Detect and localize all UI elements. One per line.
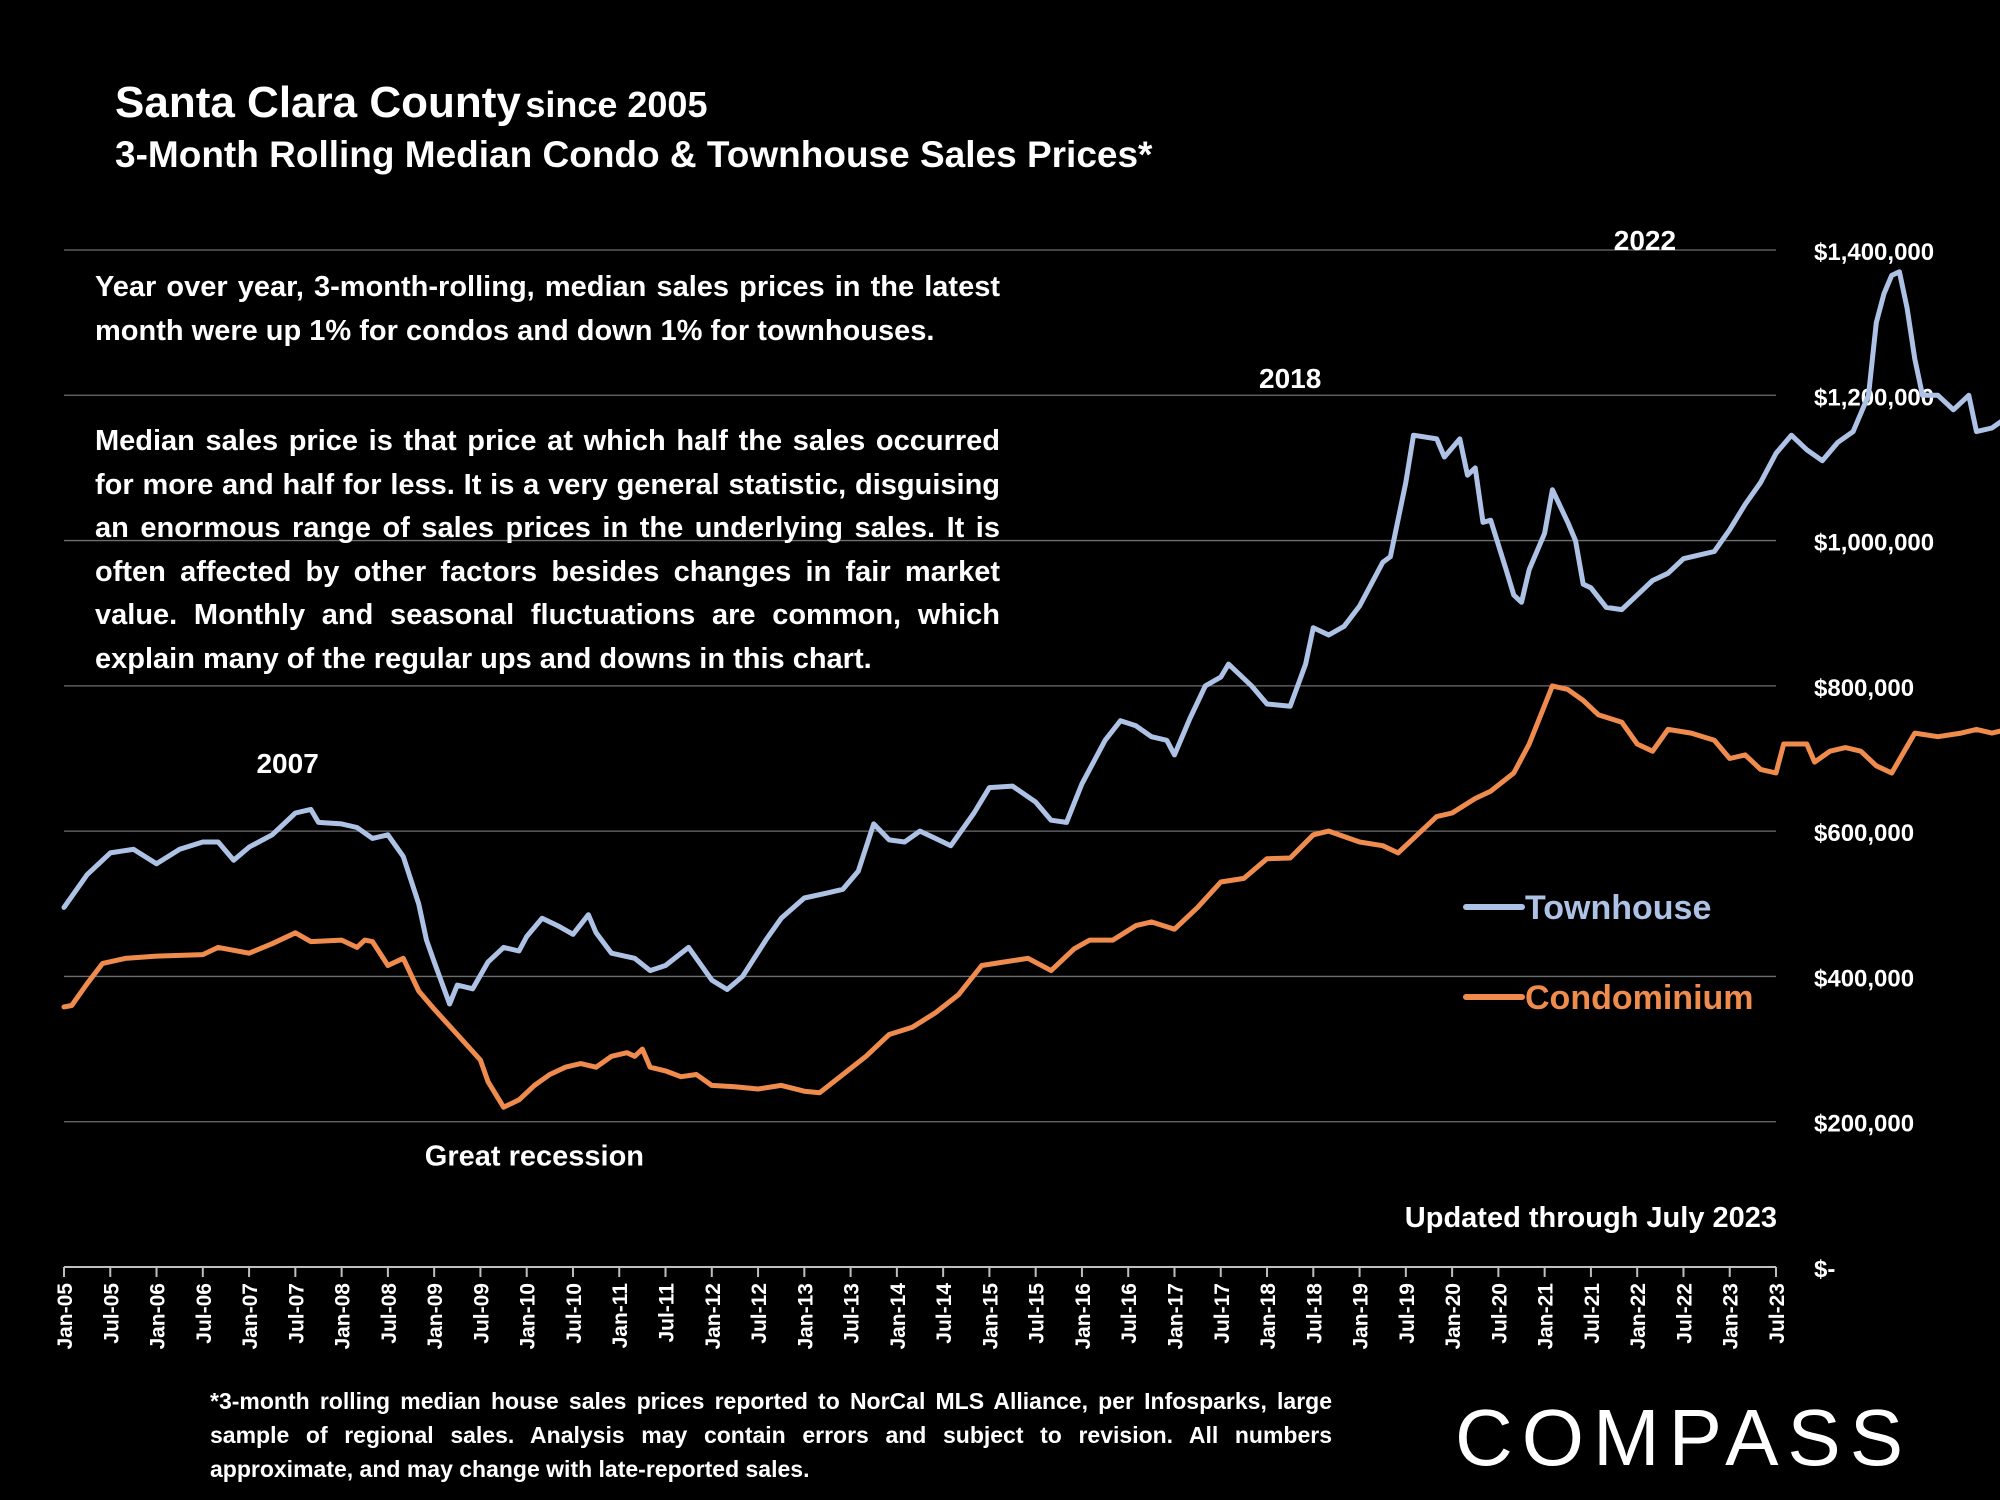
x-tick-label: Jul-10 — [563, 1283, 586, 1344]
chart-annotation: 2018 — [1259, 363, 1321, 394]
footnote: *3-month rolling median house sales pric… — [210, 1388, 1332, 1482]
x-tick-label: Jan-20 — [1442, 1283, 1465, 1350]
x-tick-label: Jan-19 — [1350, 1283, 1373, 1350]
x-tick-label: Jul-18 — [1303, 1283, 1326, 1344]
x-tick-label: Jul-13 — [841, 1283, 864, 1344]
x-tick-label: Jan-21 — [1535, 1283, 1558, 1350]
x-tick-label: Jan-14 — [887, 1283, 910, 1350]
x-tick-label: Jul-14 — [933, 1283, 956, 1344]
median-definition-note: Median sales price is that price at whic… — [95, 425, 1000, 675]
x-tick-label: Jul-12 — [748, 1283, 771, 1344]
x-tick-label: Jan-05 — [54, 1283, 77, 1350]
x-tick-label: Jan-13 — [794, 1283, 817, 1350]
chart-annotation: Updated through July 2023 — [1405, 1202, 1777, 1234]
series-line-condominium — [61, 683, 2000, 1110]
x-tick-label: Jul-17 — [1211, 1283, 1234, 1344]
x-tick-label: Jan-06 — [147, 1283, 170, 1350]
x-tick-label: Jul-21 — [1581, 1283, 1604, 1344]
chart-annotation: 2022 — [1614, 225, 1676, 256]
x-tick-label: Jan-09 — [424, 1283, 447, 1350]
legend-label: Condominium — [1525, 979, 1754, 1017]
x-tick-label: Jul-16 — [1118, 1283, 1141, 1344]
x-tick-label: Jan-18 — [1257, 1283, 1280, 1350]
series-line-townhouse — [61, 269, 2000, 1007]
x-tick-label: Jul-11 — [656, 1283, 679, 1343]
x-tick-label: Jul-06 — [193, 1283, 216, 1344]
chart-annotation: 2007 — [256, 748, 318, 779]
compass-logo: COMPASS — [1455, 1393, 1913, 1482]
x-tick-label: Jan-22 — [1627, 1283, 1650, 1350]
x-tick-label: Jan-07 — [239, 1283, 262, 1350]
y-tick-label: $- — [1814, 1256, 1835, 1283]
x-tick-label: Jul-08 — [378, 1283, 401, 1344]
x-tick-label: Jan-16 — [1072, 1283, 1095, 1350]
chart-title-suffix: since 2005 — [525, 84, 708, 125]
chart-annotation: Great recession — [425, 1140, 644, 1172]
x-tick-label: Jul-22 — [1673, 1283, 1696, 1344]
y-tick-label: $600,000 — [1814, 820, 1914, 847]
y-tick-label: $1,000,000 — [1814, 530, 1934, 557]
y-tick-label: $1,200,000 — [1814, 384, 1934, 411]
x-tick-label: Jan-11 — [609, 1283, 632, 1349]
x-tick-label: Jan-08 — [332, 1283, 355, 1350]
x-tick-label: Jan-12 — [702, 1283, 725, 1350]
x-tick-label: Jan-23 — [1720, 1283, 1743, 1350]
x-tick-label: Jul-09 — [470, 1283, 493, 1344]
x-tick-label: Jul-05 — [100, 1283, 123, 1344]
x-tick-label: Jul-20 — [1488, 1283, 1511, 1344]
x-tick-label: Jul-23 — [1766, 1283, 1789, 1344]
chart-title: Santa Clara County — [115, 78, 521, 127]
x-tick-label: Jan-15 — [979, 1283, 1002, 1350]
y-tick-label: $200,000 — [1814, 1111, 1914, 1138]
chart-subtitle: 3-Month Rolling Median Condo & Townhouse… — [115, 134, 1153, 175]
y-tick-label: $1,400,000 — [1814, 239, 1934, 266]
y-tick-label: $800,000 — [1814, 675, 1914, 702]
chart-title-block: Santa Clara County since 2005 3-Month Ro… — [115, 78, 1152, 175]
y-tick-label: $400,000 — [1814, 965, 1914, 992]
yoy-note: Year over year, 3-month-rolling, median … — [95, 271, 1000, 347]
x-tick-label: Jul-19 — [1396, 1283, 1419, 1344]
x-tick-label: Jul-07 — [285, 1283, 308, 1344]
legend-label: Townhouse — [1525, 889, 1711, 927]
x-tick-label: Jul-15 — [1026, 1283, 1049, 1344]
x-tick-label: Jan-10 — [517, 1283, 540, 1350]
x-tick-label: Jan-17 — [1164, 1283, 1187, 1350]
